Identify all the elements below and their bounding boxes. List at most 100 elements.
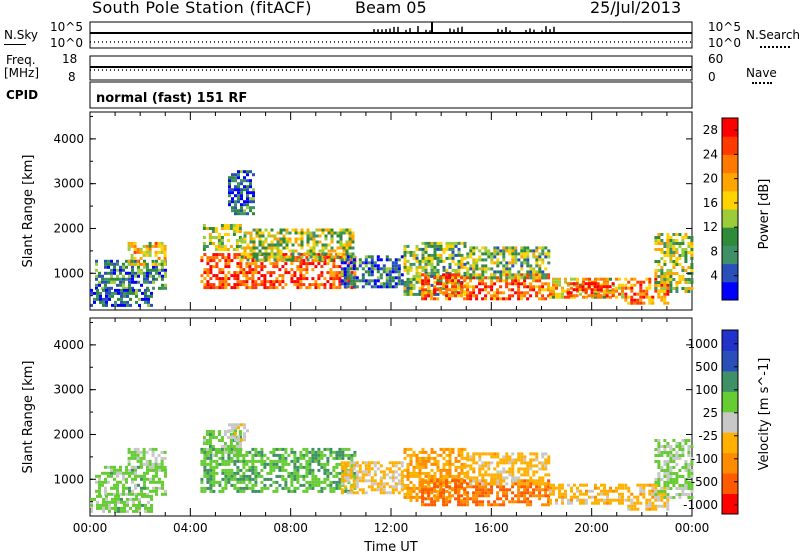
cell — [561, 292, 564, 296]
cell — [421, 253, 425, 257]
cell — [305, 489, 309, 493]
cell — [246, 231, 250, 235]
cell — [300, 237, 304, 241]
cell — [587, 282, 591, 286]
cell — [451, 253, 455, 257]
cell — [555, 277, 558, 281]
cell — [257, 459, 261, 463]
cell — [129, 506, 132, 510]
cell — [463, 244, 467, 248]
cell — [341, 468, 345, 472]
cell — [427, 483, 431, 487]
cell — [555, 292, 558, 296]
cell — [329, 489, 333, 493]
cell — [561, 495, 564, 499]
cell — [406, 447, 410, 451]
cell — [209, 486, 213, 490]
cell — [460, 462, 464, 466]
cell — [454, 479, 458, 483]
cell — [436, 262, 440, 266]
cell — [101, 480, 104, 484]
cell — [475, 482, 479, 486]
cell — [633, 495, 637, 499]
cell — [257, 471, 261, 475]
cell — [672, 263, 676, 266]
cell — [678, 263, 682, 266]
cell — [666, 501, 670, 505]
cell — [523, 491, 527, 495]
cell — [102, 497, 105, 501]
cell — [152, 265, 155, 269]
cell — [445, 279, 449, 283]
cell — [120, 509, 123, 513]
cell — [478, 273, 482, 277]
cell — [249, 237, 253, 241]
cell — [511, 464, 515, 468]
cell — [427, 276, 431, 280]
cell — [314, 483, 318, 487]
cell — [122, 280, 125, 284]
cell — [624, 283, 628, 287]
cell — [272, 286, 276, 290]
colorbar-swatch — [722, 281, 738, 301]
cell — [558, 280, 561, 284]
cell — [147, 294, 150, 298]
cell — [463, 456, 467, 460]
cell — [409, 265, 413, 269]
cell — [663, 469, 667, 472]
cell — [439, 253, 443, 257]
cell — [499, 488, 503, 492]
cell — [412, 474, 416, 478]
cell — [397, 467, 401, 471]
cell — [657, 290, 661, 293]
cell — [351, 231, 355, 235]
cell — [233, 271, 237, 275]
cell — [564, 289, 567, 293]
cell — [140, 465, 143, 469]
cell — [218, 456, 222, 460]
cell — [430, 462, 434, 466]
cell — [133, 256, 137, 260]
cell — [445, 489, 449, 493]
cell — [341, 483, 345, 487]
cell — [520, 255, 524, 259]
cell — [343, 476, 347, 480]
cell — [505, 458, 509, 462]
cell — [315, 255, 319, 259]
cell — [541, 261, 545, 265]
cell — [448, 468, 452, 472]
cell — [490, 273, 494, 277]
cell — [224, 477, 228, 481]
cell — [338, 447, 342, 451]
cell — [388, 279, 392, 283]
cell — [433, 271, 437, 275]
cell — [236, 468, 240, 472]
cell — [490, 294, 494, 298]
cell — [296, 480, 300, 484]
cell — [654, 478, 658, 481]
cell — [136, 447, 140, 451]
cell — [221, 477, 225, 481]
cell — [538, 482, 542, 486]
cell — [541, 503, 545, 507]
cell — [478, 267, 482, 271]
cell — [406, 283, 410, 287]
cell — [523, 255, 527, 259]
cell — [606, 277, 609, 281]
cell — [257, 474, 261, 478]
cell — [260, 268, 264, 272]
cell — [403, 286, 407, 290]
cell — [442, 247, 446, 251]
cell — [552, 283, 555, 287]
cell — [666, 495, 670, 499]
cell — [133, 456, 137, 460]
cell — [333, 249, 337, 253]
cell — [260, 265, 264, 269]
cell — [672, 272, 676, 275]
cell — [418, 471, 422, 475]
cell — [457, 241, 461, 245]
cell — [575, 288, 579, 292]
cell — [254, 286, 258, 290]
cell — [481, 461, 485, 465]
cell — [302, 483, 306, 487]
